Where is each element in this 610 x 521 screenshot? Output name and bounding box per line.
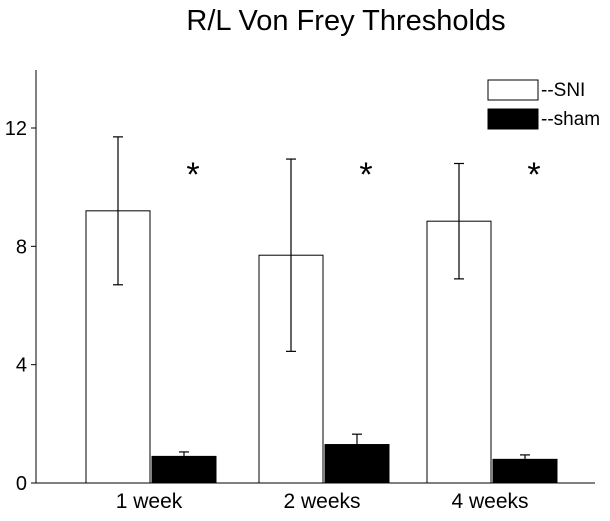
bars: * * * bbox=[85, 136, 558, 484]
significance-star: * bbox=[527, 156, 540, 194]
legend-label: --SNI bbox=[541, 80, 585, 101]
y-tick-label: 4 bbox=[16, 355, 27, 377]
bar-sham bbox=[324, 444, 390, 484]
bar-sham bbox=[492, 458, 558, 484]
legend-label: --sham bbox=[541, 109, 600, 130]
y-tick-label: 8 bbox=[16, 236, 27, 258]
legend-swatch bbox=[487, 108, 539, 130]
legend-swatch bbox=[487, 79, 539, 101]
bar-sham bbox=[151, 455, 217, 484]
chart-title: R/L Von Frey Thresholds bbox=[186, 5, 505, 37]
x-category-label: 2 weeks bbox=[283, 490, 360, 513]
significance-star: * bbox=[359, 156, 372, 194]
y-tick-label: 0 bbox=[16, 473, 27, 495]
axes: 0 4 8 12 1 week 2 weeks 4 weeks bbox=[5, 70, 595, 513]
significance-star: * bbox=[186, 156, 199, 194]
x-category-label: 1 week bbox=[116, 490, 183, 513]
y-tick-label: 12 bbox=[5, 118, 27, 140]
legend: --SNI --sham bbox=[487, 79, 600, 130]
x-category-label: 4 weeks bbox=[451, 490, 528, 513]
